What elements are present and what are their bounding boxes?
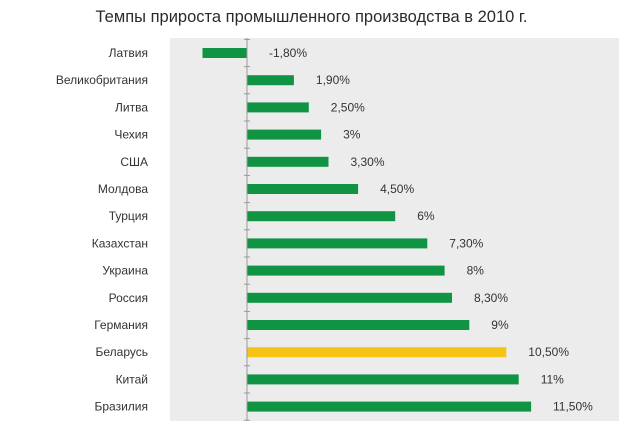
- bar: [202, 48, 247, 58]
- bar: [247, 292, 452, 303]
- category-label: Казахстан: [92, 236, 148, 250]
- value-label: 9%: [491, 318, 509, 332]
- value-label: 8,30%: [474, 291, 508, 305]
- category-label: Великобритания: [56, 73, 148, 87]
- value-label: 10,50%: [528, 345, 569, 359]
- category-label: Бразилия: [95, 400, 149, 414]
- axis-ticks: [244, 38, 250, 421]
- bar: [247, 156, 329, 167]
- category-label: Молдова: [98, 182, 148, 196]
- value-label: 3%: [343, 128, 361, 142]
- bar: [247, 211, 396, 222]
- bar: [247, 75, 294, 86]
- value-label: 7,30%: [449, 236, 483, 250]
- category-label: Германия: [94, 318, 148, 332]
- value-label: 11,50%: [553, 400, 593, 414]
- plot-background: [170, 38, 619, 421]
- bar: [247, 401, 532, 412]
- value-label: 1,90%: [316, 73, 350, 87]
- chart-title: Темпы прироста промышленного производств…: [95, 8, 528, 26]
- value-label: 8%: [467, 264, 485, 278]
- category-label: Латвия: [109, 46, 148, 60]
- labels-group: Латвия -1,80% Великобритания 1,90% Литва 2,50…: [56, 46, 593, 414]
- category-label: Украина: [102, 264, 148, 278]
- bar: [247, 320, 470, 330]
- value-label: 11%: [541, 372, 564, 386]
- bar: [247, 184, 359, 194]
- value-label: 2,50%: [331, 100, 365, 114]
- bar: [247, 102, 309, 113]
- category-label: Литва: [115, 100, 148, 114]
- category-label: Россия: [109, 291, 148, 305]
- bar: [247, 347, 507, 358]
- bar: [247, 265, 445, 276]
- bar: [247, 129, 322, 140]
- value-label: 6%: [417, 209, 435, 223]
- bar: [247, 238, 428, 249]
- value-label: -1,80%: [269, 46, 307, 60]
- bars-group: [202, 48, 532, 412]
- category-label: США: [120, 155, 148, 169]
- value-label: 3,30%: [351, 155, 385, 169]
- bar: [247, 374, 519, 385]
- category-label: Чехия: [114, 128, 148, 142]
- category-label: Турция: [109, 209, 148, 223]
- value-label: 4,50%: [380, 182, 414, 196]
- category-label: Беларусь: [96, 345, 148, 359]
- category-label: Китай: [116, 372, 148, 386]
